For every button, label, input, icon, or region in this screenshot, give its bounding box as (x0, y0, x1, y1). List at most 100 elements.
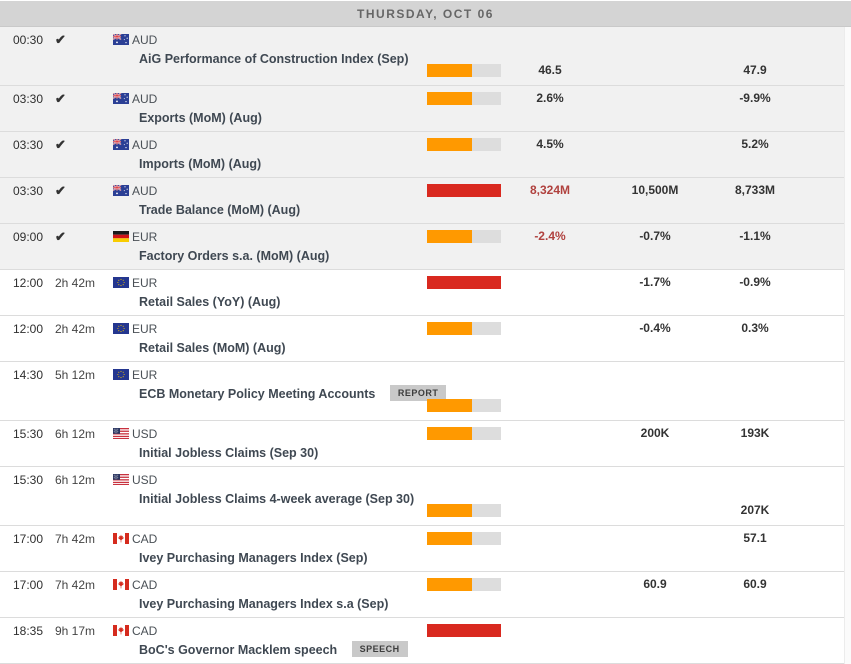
impact-bar-fill (427, 532, 473, 545)
event-name[interactable]: BoC's Governor Macklem speech (139, 643, 338, 657)
impact-bar (427, 276, 501, 289)
event-name[interactable]: Exports (MoM) (Aug) (139, 111, 262, 125)
event-time: 12:00 (13, 276, 44, 290)
currency-label: AUD (132, 92, 158, 106)
event-name[interactable]: AiG Performance of Construction Index (S… (139, 52, 409, 66)
day-header: THURSDAY, OCT 06 (0, 1, 851, 27)
previous-value: 57.1 (743, 531, 767, 545)
event-time: 09:00 (13, 230, 44, 244)
impact-bar (427, 624, 501, 637)
event-name[interactable]: Factory Orders s.a. (MoM) (Aug) (139, 249, 330, 263)
flag-canada-icon (113, 533, 129, 544)
check-icon: ✔ (55, 183, 66, 198)
event-row[interactable]: 17:00 7h 42m CAD Ivey Purchasing Manager… (0, 526, 851, 572)
impact-bar-fill (427, 184, 501, 197)
event-name[interactable]: Initial Jobless Claims (Sep 30) (139, 446, 319, 460)
impact-bar-fill (427, 504, 473, 517)
event-name-line: Trade Balance (MoM) (Aug) (139, 201, 300, 219)
event-name-line: AiG Performance of Construction Index (S… (139, 50, 408, 68)
event-row[interactable]: 03:30 ✔ AUD Trade Balance (MoM) (Aug) 8,… (0, 178, 851, 224)
event-values: 207K (427, 504, 847, 517)
currency-label: CAD (132, 624, 158, 638)
currency-label: AUD (132, 184, 158, 198)
event-values: 4.5% 5.2% (427, 138, 847, 151)
impact-bar (427, 92, 501, 105)
impact-bar (427, 578, 501, 591)
flag-united-states-icon (113, 474, 129, 485)
event-badge[interactable]: SPEECH (351, 641, 408, 657)
impact-bar (427, 504, 501, 517)
event-time: 17:00 (13, 578, 44, 592)
countdown-label: 9h 17m (55, 624, 96, 638)
currency-label: EUR (132, 322, 158, 336)
impact-bar-fill (427, 230, 473, 243)
event-name[interactable]: Imports (MoM) (Aug) (139, 157, 262, 171)
event-time: 00:30 (13, 33, 44, 47)
event-name[interactable]: ECB Monetary Policy Meeting Accounts (139, 387, 376, 401)
currency-label: EUR (132, 368, 158, 382)
currency-label: CAD (132, 578, 158, 592)
event-row[interactable]: 12:00 2h 42m EUR Retail Sales (YoY) (Aug… (0, 270, 851, 316)
previous-value: 0.3% (741, 321, 769, 335)
previous-value: 193K (740, 426, 770, 440)
event-values (427, 624, 847, 637)
event-row[interactable]: 14:30 5h 12m EUR ECB Monetary Policy Mee… (0, 362, 851, 421)
event-name-line: Initial Jobless Claims 4-week average (S… (139, 490, 414, 508)
impact-bar-fill (427, 399, 473, 412)
status-cell: ✔ (55, 92, 66, 106)
impact-bar (427, 64, 501, 77)
event-row[interactable]: 12:00 2h 42m EUR Retail Sales (MoM) (Aug… (0, 316, 851, 362)
consensus-value: -0.7% (639, 229, 671, 243)
event-row[interactable]: 03:30 ✔ AUD Imports (MoM) (Aug) 4.5% 5.2… (0, 132, 851, 178)
event-time: 03:30 (13, 92, 44, 106)
impact-bar-fill (427, 427, 473, 440)
event-name-line: Retail Sales (MoM) (Aug) (139, 339, 286, 357)
event-name-line: Ivey Purchasing Managers Index s.a (Sep) (139, 595, 388, 613)
event-values: 200K 193K (427, 427, 847, 440)
event-row[interactable]: 18:35 9h 17m CAD BoC's Governor Macklem … (0, 618, 851, 664)
impact-bar (427, 399, 501, 412)
actual-value: 8,324M (529, 183, 571, 197)
consensus-value: 200K (640, 426, 670, 440)
status-cell: ✔ (55, 138, 66, 152)
event-name[interactable]: Ivey Purchasing Managers Index s.a (Sep) (139, 597, 389, 611)
event-row[interactable]: 03:30 ✔ AUD Exports (MoM) (Aug) 2.6% -9.… (0, 86, 851, 132)
impact-bar (427, 427, 501, 440)
event-time: 14:30 (13, 368, 44, 382)
consensus-value: 10,500M (631, 183, 679, 197)
consensus-value: 60.9 (643, 577, 667, 591)
previous-value: -1.1% (739, 229, 771, 243)
event-row[interactable]: 17:00 7h 42m CAD Ivey Purchasing Manager… (0, 572, 851, 618)
event-name[interactable]: Ivey Purchasing Managers Index (Sep) (139, 551, 368, 565)
countdown-label: 5h 12m (55, 368, 96, 382)
event-name[interactable]: Initial Jobless Claims 4-week average (S… (139, 492, 415, 506)
event-time: 12:00 (13, 322, 44, 336)
previous-value: -0.9% (739, 275, 771, 289)
impact-bar (427, 138, 501, 151)
check-icon: ✔ (55, 137, 66, 152)
event-name[interactable]: Trade Balance (MoM) (Aug) (139, 203, 301, 217)
event-name-line: Retail Sales (YoY) (Aug) (139, 293, 280, 311)
actual-value: 2.6% (536, 91, 564, 105)
event-row[interactable]: 00:30 ✔ AUD AiG Performance of Construct… (0, 27, 851, 86)
event-name[interactable]: Retail Sales (MoM) (Aug) (139, 341, 286, 355)
event-name-line: Ivey Purchasing Managers Index (Sep) (139, 549, 368, 567)
check-icon: ✔ (55, 91, 66, 106)
previous-value: 8,733M (734, 183, 776, 197)
countdown-label: 2h 42m (55, 322, 96, 336)
check-icon: ✔ (55, 229, 66, 244)
event-row[interactable]: 15:30 6h 12m USD Initial Jobless Claims … (0, 421, 851, 467)
event-row[interactable]: 09:00 ✔ EUR Factory Orders s.a. (MoM) (A… (0, 224, 851, 270)
event-row[interactable]: 15:30 6h 12m USD Initial Jobless Claims … (0, 467, 851, 526)
event-name-line: BoC's Governor Macklem speech SPEECH (139, 641, 408, 659)
previous-value: 5.2% (741, 137, 769, 151)
event-badge[interactable]: REPORT (389, 385, 447, 401)
currency-label: EUR (132, 230, 158, 244)
scrollbar-track[interactable] (844, 27, 851, 664)
flag-australia-icon (113, 34, 129, 45)
event-values: -1.7% -0.9% (427, 276, 847, 289)
event-name[interactable]: Retail Sales (YoY) (Aug) (139, 295, 281, 309)
countdown-label: 6h 12m (55, 473, 96, 487)
event-time: 03:30 (13, 138, 44, 152)
